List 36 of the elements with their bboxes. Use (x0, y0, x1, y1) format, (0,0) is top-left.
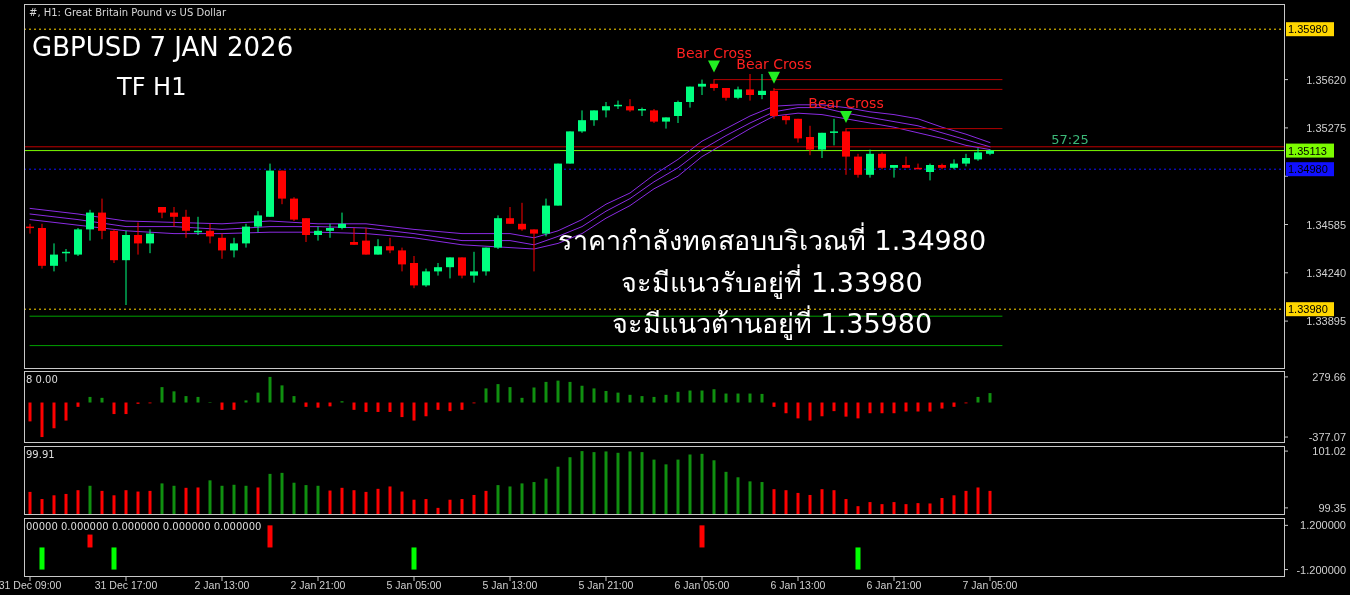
x-tick-label: 5 Jan 13:00 (482, 579, 538, 591)
y-tick-label: 1.34585 (1306, 218, 1346, 231)
chart-title: 99.91 (26, 449, 55, 460)
y-tick-label: 1.35620 (1306, 73, 1346, 86)
ref-line-label: 1.34980 (1288, 163, 1328, 176)
annotation: #, H1: Great Britain Pound vs US Dollar (29, 7, 227, 18)
annotation: จะมีแนวรับอยู่ที่ 1.33980 (621, 264, 923, 299)
ref-line-label: 1.35980 (1288, 23, 1328, 36)
ref-line-label: 1.35113 (1288, 144, 1327, 157)
annotation: 57:25 (1051, 132, 1089, 147)
x-tick-label: 5 Jan 05:00 (386, 579, 442, 591)
y-tick-label: 99.35 (1318, 501, 1346, 514)
y-tick-label: 1.34240 (1306, 266, 1346, 279)
annotation: ราคากำลังทดสอบบริเวณที่ 1.34980 (557, 222, 987, 256)
y-tick-label: 279.66 (1312, 370, 1346, 383)
chart-title: 00000 0.000000 0.000000 0.000000 0.000000 (26, 521, 262, 532)
x-tick-label: 31 Dec 17:00 (94, 579, 158, 591)
ref-line-label: 1.33980 (1288, 303, 1328, 316)
x-tick-label: 2 Jan 13:00 (194, 579, 250, 591)
y-tick-label: 1.33895 (1306, 315, 1346, 328)
x-tick-label: 6 Jan 21:00 (866, 579, 922, 591)
text: GBPUSD 7 JAN 2026 (32, 32, 294, 62)
x-tick-label: 2 Jan 21:00 (290, 579, 346, 591)
x-tick-label: 6 Jan 05:00 (674, 579, 730, 591)
x-tick-label: 7 Jan 05:00 (962, 579, 1018, 591)
x-tick-label: 6 Jan 13:00 (770, 579, 826, 591)
y-tick-label: 101.02 (1312, 445, 1346, 458)
annotation: จะมีแนวต้านอยู่ที่ 1.35980 (611, 305, 933, 340)
y-tick-label: 1.200000 (1300, 519, 1346, 532)
chart-title: 8 0.00 (26, 374, 58, 385)
y-tick-label: 1.35275 (1306, 121, 1346, 134)
x-tick-label: 5 Jan 21:00 (578, 579, 634, 591)
y-tick-label: -1.200000 (1296, 563, 1346, 576)
text: TF H1 (116, 73, 187, 101)
x-tick-label: 31 Dec 09:00 (0, 579, 62, 591)
y-tick-label: -377.07 (1308, 431, 1346, 444)
